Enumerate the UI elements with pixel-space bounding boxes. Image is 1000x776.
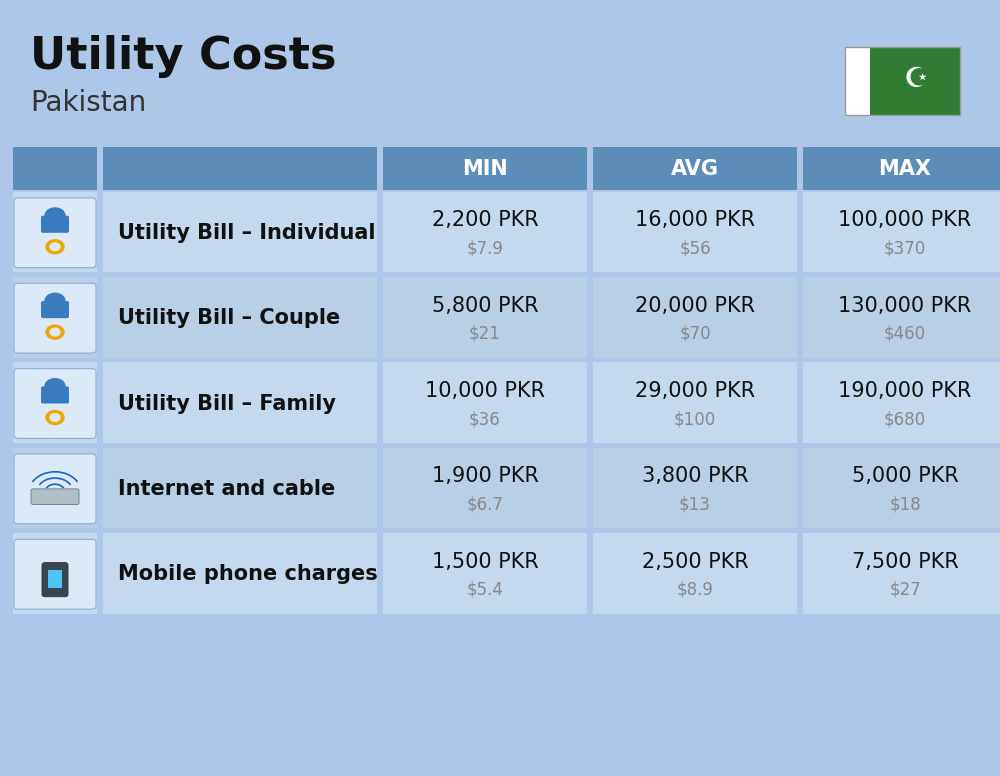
FancyBboxPatch shape <box>103 277 377 358</box>
Circle shape <box>45 208 65 223</box>
FancyBboxPatch shape <box>42 563 68 597</box>
FancyBboxPatch shape <box>103 147 377 190</box>
Text: 1,500 PKR: 1,500 PKR <box>432 552 538 572</box>
Text: Utility Costs: Utility Costs <box>30 35 336 78</box>
FancyBboxPatch shape <box>14 369 96 438</box>
FancyBboxPatch shape <box>383 147 587 190</box>
Text: Pakistan: Pakistan <box>30 89 146 117</box>
FancyBboxPatch shape <box>383 448 587 528</box>
Text: Utility Bill – Family: Utility Bill – Family <box>118 393 336 414</box>
FancyBboxPatch shape <box>14 198 96 268</box>
FancyBboxPatch shape <box>103 362 377 443</box>
FancyBboxPatch shape <box>803 277 1000 358</box>
Text: Mobile phone charges: Mobile phone charges <box>118 564 378 584</box>
Circle shape <box>50 243 60 251</box>
Text: $680: $680 <box>884 410 926 428</box>
FancyBboxPatch shape <box>103 533 377 614</box>
Text: MAX: MAX <box>879 159 932 178</box>
FancyBboxPatch shape <box>845 47 870 115</box>
Text: $13: $13 <box>679 495 711 514</box>
FancyBboxPatch shape <box>803 448 1000 528</box>
FancyBboxPatch shape <box>803 533 1000 614</box>
FancyBboxPatch shape <box>13 362 97 443</box>
FancyBboxPatch shape <box>803 192 1000 272</box>
Text: 130,000 PKR: 130,000 PKR <box>838 296 972 316</box>
Text: 16,000 PKR: 16,000 PKR <box>635 210 755 230</box>
FancyBboxPatch shape <box>383 533 587 614</box>
FancyBboxPatch shape <box>383 192 587 272</box>
FancyBboxPatch shape <box>593 362 797 443</box>
FancyBboxPatch shape <box>14 539 96 609</box>
Circle shape <box>50 414 60 421</box>
Text: Utility Bill – Couple: Utility Bill – Couple <box>118 308 340 328</box>
Text: $370: $370 <box>884 239 926 258</box>
Text: 190,000 PKR: 190,000 PKR <box>838 381 972 401</box>
Text: 5,000 PKR: 5,000 PKR <box>852 466 958 487</box>
FancyBboxPatch shape <box>593 192 797 272</box>
Text: 100,000 PKR: 100,000 PKR <box>838 210 972 230</box>
Text: $7.9: $7.9 <box>467 239 503 258</box>
Text: $8.9: $8.9 <box>677 580 713 599</box>
Text: $21: $21 <box>469 324 501 343</box>
Text: Internet and cable: Internet and cable <box>118 479 335 499</box>
Text: $18: $18 <box>889 495 921 514</box>
Text: 3,800 PKR: 3,800 PKR <box>642 466 748 487</box>
FancyBboxPatch shape <box>48 570 62 588</box>
Circle shape <box>50 328 60 336</box>
FancyBboxPatch shape <box>593 147 797 190</box>
Text: $27: $27 <box>889 580 921 599</box>
Text: $6.7: $6.7 <box>467 495 503 514</box>
Text: 7,500 PKR: 7,500 PKR <box>852 552 958 572</box>
Text: 2,500 PKR: 2,500 PKR <box>642 552 748 572</box>
FancyBboxPatch shape <box>41 216 69 233</box>
Text: $70: $70 <box>679 324 711 343</box>
FancyBboxPatch shape <box>14 454 96 524</box>
Text: 10,000 PKR: 10,000 PKR <box>425 381 545 401</box>
FancyBboxPatch shape <box>803 147 1000 190</box>
Text: $460: $460 <box>884 324 926 343</box>
Text: 1,900 PKR: 1,900 PKR <box>432 466 538 487</box>
Text: $100: $100 <box>674 410 716 428</box>
FancyBboxPatch shape <box>383 277 587 358</box>
Text: 20,000 PKR: 20,000 PKR <box>635 296 755 316</box>
FancyBboxPatch shape <box>13 192 97 272</box>
Text: 2,200 PKR: 2,200 PKR <box>432 210 538 230</box>
Text: 29,000 PKR: 29,000 PKR <box>635 381 755 401</box>
FancyBboxPatch shape <box>41 301 69 318</box>
FancyBboxPatch shape <box>14 283 96 353</box>
FancyBboxPatch shape <box>41 386 69 404</box>
Text: Utility Bill – Individual: Utility Bill – Individual <box>118 223 376 243</box>
Circle shape <box>46 325 64 339</box>
Text: $36: $36 <box>469 410 501 428</box>
Circle shape <box>46 240 64 254</box>
Text: MIN: MIN <box>462 159 508 178</box>
FancyBboxPatch shape <box>13 448 97 528</box>
Circle shape <box>45 379 65 394</box>
Text: $56: $56 <box>679 239 711 258</box>
Text: ☪: ☪ <box>904 65 929 93</box>
FancyBboxPatch shape <box>13 277 97 358</box>
FancyBboxPatch shape <box>13 147 97 190</box>
Text: 5,800 PKR: 5,800 PKR <box>432 296 538 316</box>
Circle shape <box>46 411 64 424</box>
Text: $5.4: $5.4 <box>467 580 503 599</box>
Text: AVG: AVG <box>671 159 719 178</box>
FancyBboxPatch shape <box>593 448 797 528</box>
FancyBboxPatch shape <box>13 533 97 614</box>
FancyBboxPatch shape <box>31 489 79 504</box>
FancyBboxPatch shape <box>870 47 960 115</box>
FancyBboxPatch shape <box>593 533 797 614</box>
FancyBboxPatch shape <box>103 192 377 272</box>
FancyBboxPatch shape <box>803 362 1000 443</box>
FancyBboxPatch shape <box>103 448 377 528</box>
Circle shape <box>45 293 65 309</box>
FancyBboxPatch shape <box>593 277 797 358</box>
FancyBboxPatch shape <box>383 362 587 443</box>
